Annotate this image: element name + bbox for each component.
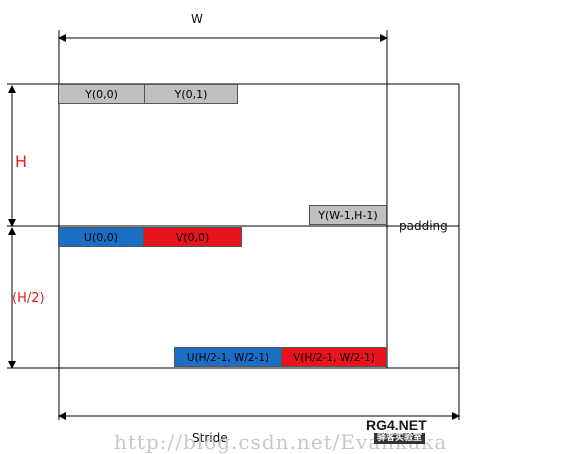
half-height-label: (H/2) — [12, 291, 45, 306]
logo-subtext: 驿客实验室 — [374, 433, 426, 444]
stride-label: Stride — [192, 431, 228, 445]
u-last-cell: U(H/2-1, W/2-1) — [174, 347, 282, 367]
v-first-cell: V(0,0) — [143, 227, 242, 247]
padding-label: padding — [399, 219, 448, 233]
height-label: H — [15, 152, 28, 171]
y-first-cell: Y(0,0) — [58, 84, 145, 104]
width-label: W — [191, 12, 203, 26]
y-second-cell: Y(0,1) — [144, 84, 238, 104]
v-last-cell: V(H/2-1, W/2-1) — [281, 347, 387, 367]
logo-text: RG4.NET — [366, 417, 427, 433]
y-last-cell: Y(W-1,H-1) — [309, 205, 387, 225]
rg4-logo: RG4.NET 驿客实验室 — [366, 417, 427, 444]
u-first-cell: U(0,0) — [58, 227, 144, 247]
